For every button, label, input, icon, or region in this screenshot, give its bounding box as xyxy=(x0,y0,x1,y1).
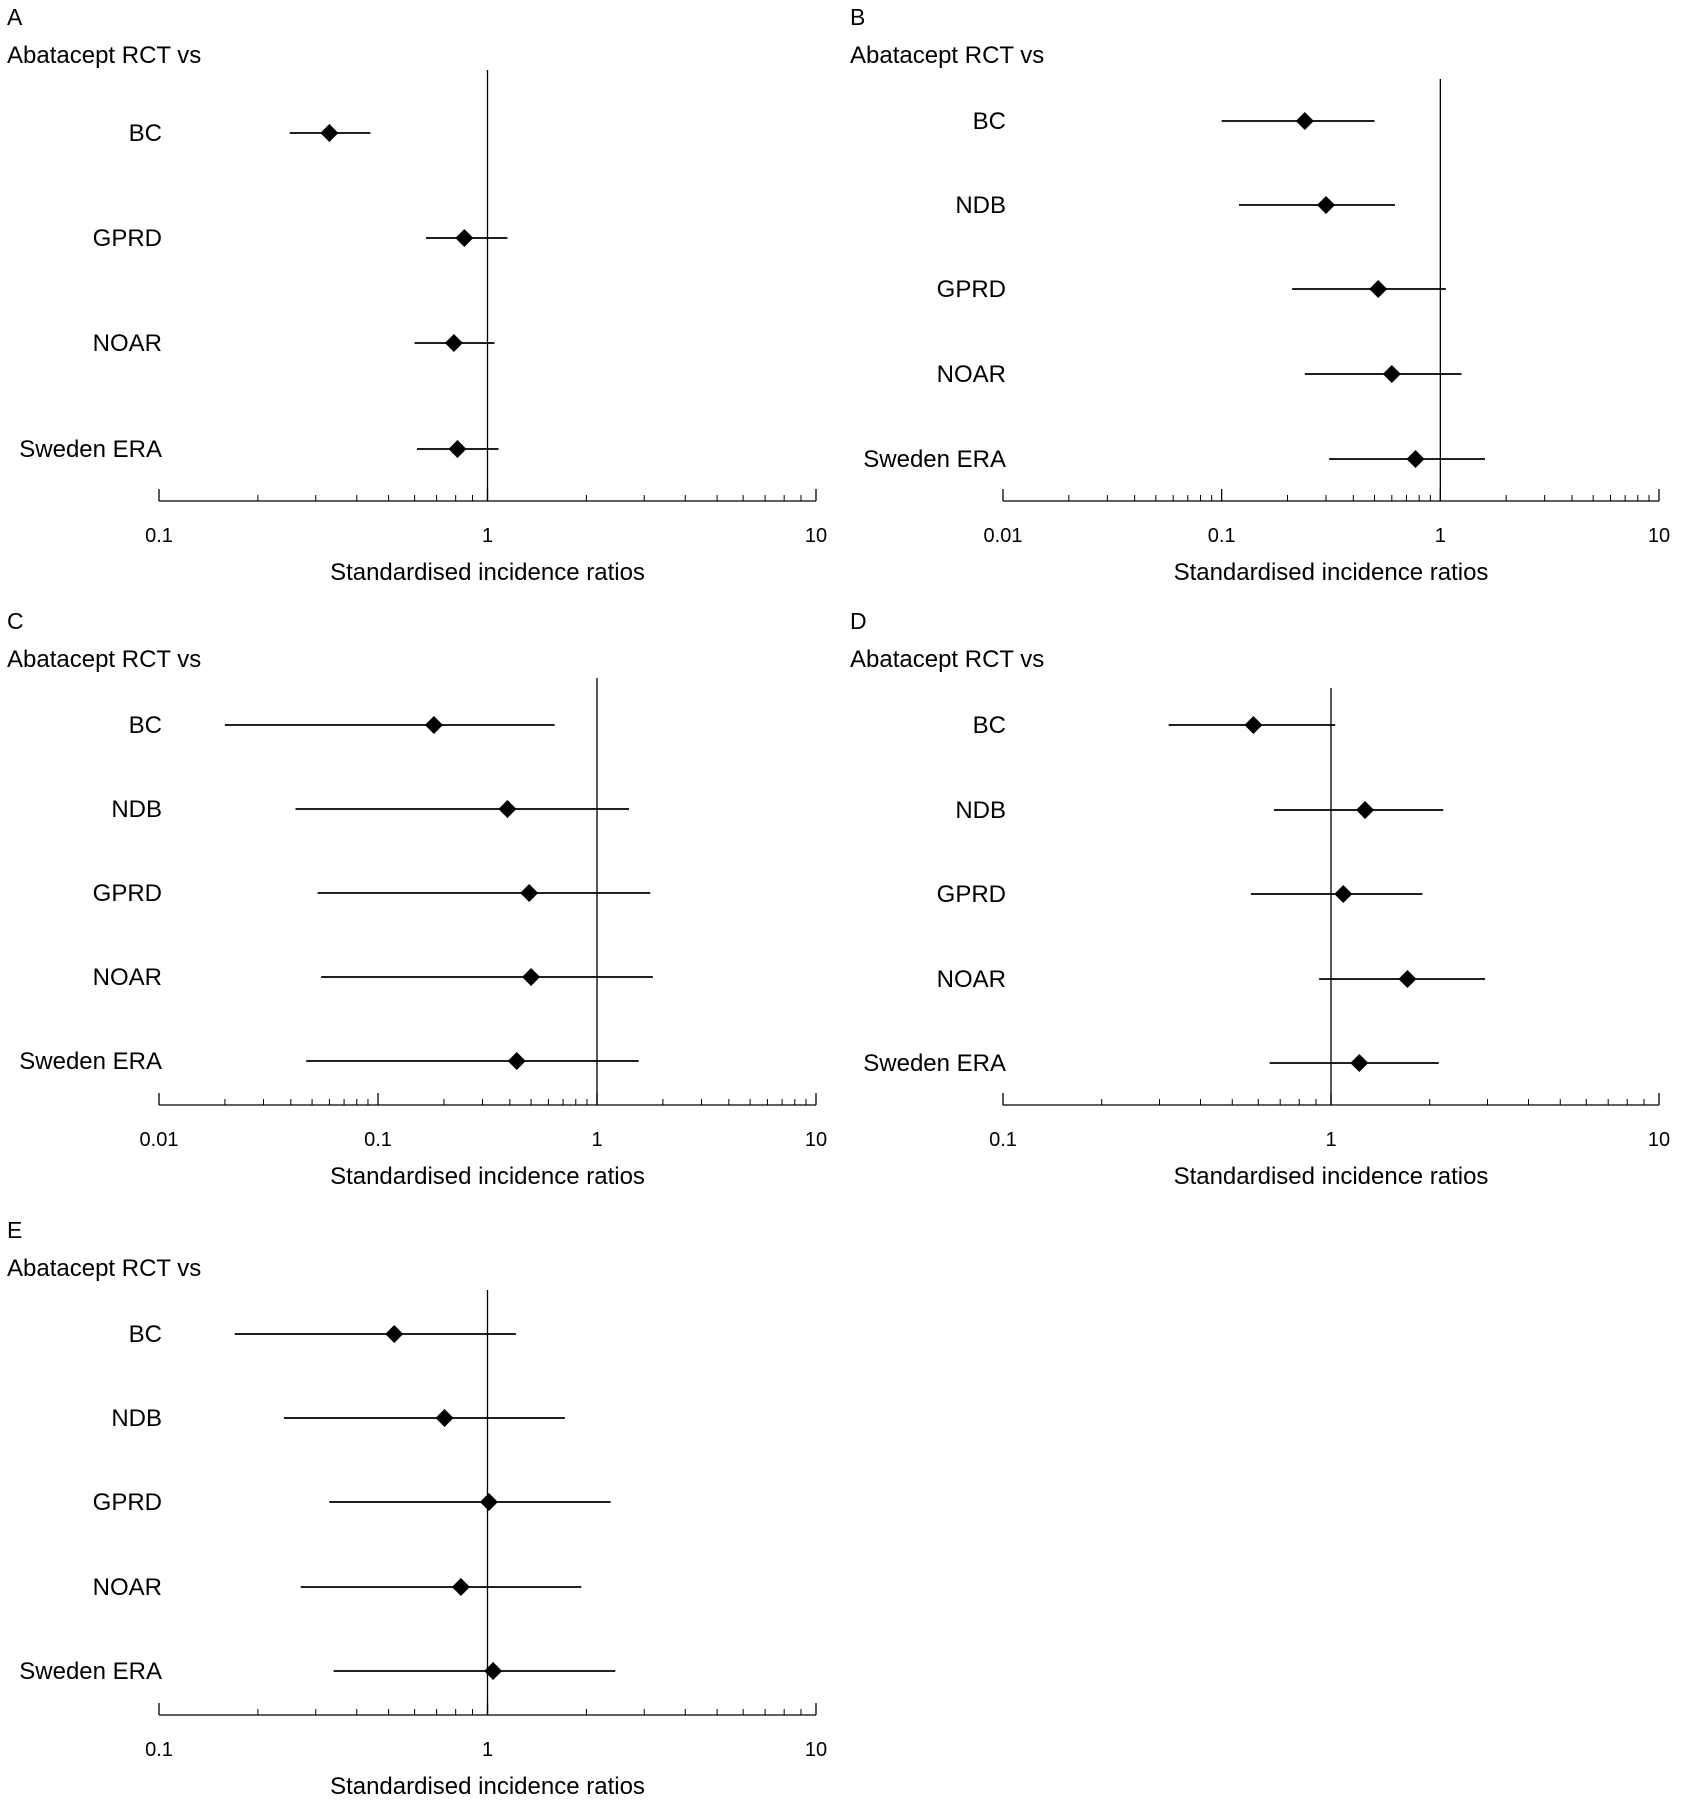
panel-subtitle: Abatacept RCT vs xyxy=(850,42,1044,69)
x-tick-label: 0.01 xyxy=(140,1129,179,1151)
row-label: BC xyxy=(973,712,1006,739)
point-estimate-marker xyxy=(444,334,463,352)
panel-letter: E xyxy=(7,1217,22,1243)
forest-panel-e: E Abatacept RCT vs 0.1 1 10 Standardised inci… xyxy=(7,1217,827,1800)
panel-subtitle: Abatacept RCT vs xyxy=(7,1255,201,1282)
point-estimate-marker xyxy=(435,1409,454,1427)
row-label: Sweden ERA xyxy=(863,1050,1006,1077)
x-tick-label: 0.1 xyxy=(989,1129,1017,1151)
point-estimate-marker xyxy=(522,968,541,986)
x-tick-label: 10 xyxy=(1648,525,1670,547)
point-estimate-marker xyxy=(1382,365,1401,383)
panel-letter: D xyxy=(850,608,867,634)
row-label: NDB xyxy=(111,1405,162,1432)
row-label: GPRD xyxy=(93,225,162,252)
point-estimate-marker xyxy=(507,1052,526,1070)
point-estimate-marker xyxy=(1369,280,1388,298)
x-tick-label: 0.1 xyxy=(145,1739,173,1761)
x-axis-label: Standardised incidence ratios xyxy=(1174,1163,1489,1190)
point-estimate-marker xyxy=(451,1578,470,1596)
forest-panel-a: A Abatacept RCT vs 0.1 1 10 Standardised inci… xyxy=(7,4,827,586)
row-label: BC xyxy=(129,1321,162,1348)
point-estimate-marker xyxy=(1295,112,1314,130)
point-estimate-marker xyxy=(424,716,443,734)
x-tick-label: 0.1 xyxy=(1208,525,1236,547)
point-estimate-marker xyxy=(484,1662,503,1680)
panel-subtitle: Abatacept RCT vs xyxy=(7,646,201,673)
row-label: NDB xyxy=(955,192,1006,219)
x-axis-label: Standardised incidence ratios xyxy=(330,1773,645,1800)
row-label: GPRD xyxy=(93,1489,162,1516)
row-label: NOAR xyxy=(93,1574,162,1601)
point-estimate-marker xyxy=(498,800,517,818)
panel-subtitle: Abatacept RCT vs xyxy=(850,646,1044,673)
row-label: GPRD xyxy=(937,881,1006,908)
x-tick-label: 0.1 xyxy=(145,525,173,547)
row-label: NOAR xyxy=(937,966,1006,993)
row-label: NOAR xyxy=(93,964,162,991)
row-label: BC xyxy=(129,120,162,147)
row-label: NDB xyxy=(111,796,162,823)
x-tick-label: 1 xyxy=(1325,1129,1336,1151)
forest-panel-d: D Abatacept RCT vs 0.1 1 10 Standardised inci… xyxy=(850,608,1670,1190)
panel-letter: C xyxy=(7,608,24,634)
point-estimate-marker xyxy=(1334,885,1353,903)
x-tick-label: 10 xyxy=(1648,1129,1670,1151)
x-tick-label: 10 xyxy=(805,1739,827,1761)
x-tick-label: 10 xyxy=(805,1129,827,1151)
row-label: Sweden ERA xyxy=(19,1658,162,1685)
x-tick-label: 1 xyxy=(591,1129,602,1151)
forest-panel-b: B Abatacept RCT vs 0.01 0.1 1 10 Standardised … xyxy=(850,4,1670,586)
point-estimate-marker xyxy=(320,124,339,142)
panel-subtitle: Abatacept RCT vs xyxy=(7,42,201,69)
point-estimate-marker xyxy=(1244,716,1263,734)
x-tick-label: 1 xyxy=(482,525,493,547)
row-label: GPRD xyxy=(93,880,162,907)
point-estimate-marker xyxy=(385,1325,404,1343)
point-estimate-marker xyxy=(1398,970,1417,988)
x-tick-label: 10 xyxy=(805,525,827,547)
x-tick-label: 0.01 xyxy=(984,525,1023,547)
row-label: BC xyxy=(973,108,1006,135)
panel-letter: B xyxy=(850,4,865,30)
x-tick-label: 0.1 xyxy=(364,1129,392,1151)
row-label: BC xyxy=(129,712,162,739)
point-estimate-marker xyxy=(455,229,474,247)
x-tick-label: 1 xyxy=(482,1739,493,1761)
x-axis-label: Standardised incidence ratios xyxy=(330,559,645,586)
point-estimate-marker xyxy=(1350,1054,1369,1072)
x-axis-label: Standardised incidence ratios xyxy=(1174,559,1489,586)
row-label: NOAR xyxy=(93,330,162,357)
panel-letter: A xyxy=(7,4,23,30)
point-estimate-marker xyxy=(448,440,467,458)
row-label: NDB xyxy=(955,797,1006,824)
row-label: NOAR xyxy=(937,361,1006,388)
row-label: Sweden ERA xyxy=(19,1048,162,1075)
point-estimate-marker xyxy=(520,884,539,902)
point-estimate-marker xyxy=(479,1493,498,1511)
row-label: Sweden ERA xyxy=(19,436,162,463)
point-estimate-marker xyxy=(1356,801,1375,819)
row-label: GPRD xyxy=(937,276,1006,303)
x-axis-label: Standardised incidence ratios xyxy=(330,1163,645,1190)
point-estimate-marker xyxy=(1316,196,1335,214)
forest-panel-c: C Abatacept RCT vs 0.01 0.1 1 10 Standardised … xyxy=(7,608,827,1190)
point-estimate-marker xyxy=(1406,450,1425,468)
x-tick-label: 1 xyxy=(1435,525,1446,547)
row-label: Sweden ERA xyxy=(863,446,1006,473)
